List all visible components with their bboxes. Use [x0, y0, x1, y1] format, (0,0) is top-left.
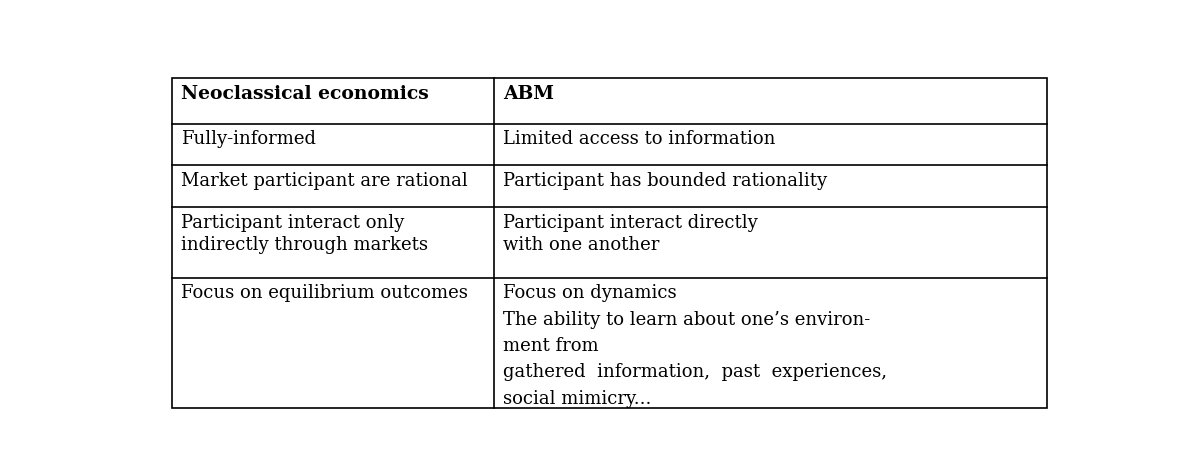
Text: Participant interact directly
with one another: Participant interact directly with one a…	[503, 213, 759, 254]
Text: Market participant are rational: Market participant are rational	[181, 172, 467, 190]
Text: Participant has bounded rationality: Participant has bounded rationality	[503, 172, 828, 190]
Text: Fully-informed: Fully-informed	[181, 130, 316, 148]
Text: ABM: ABM	[503, 85, 554, 103]
Text: Neoclassical economics: Neoclassical economics	[181, 85, 428, 103]
Text: Focus on dynamics
The ability to learn about one’s environ-
ment from
gathered  : Focus on dynamics The ability to learn a…	[503, 284, 887, 408]
Text: Focus on equilibrium outcomes: Focus on equilibrium outcomes	[181, 284, 467, 302]
Text: Participant interact only
indirectly through markets: Participant interact only indirectly thr…	[181, 213, 428, 254]
Text: Limited access to information: Limited access to information	[503, 130, 775, 148]
